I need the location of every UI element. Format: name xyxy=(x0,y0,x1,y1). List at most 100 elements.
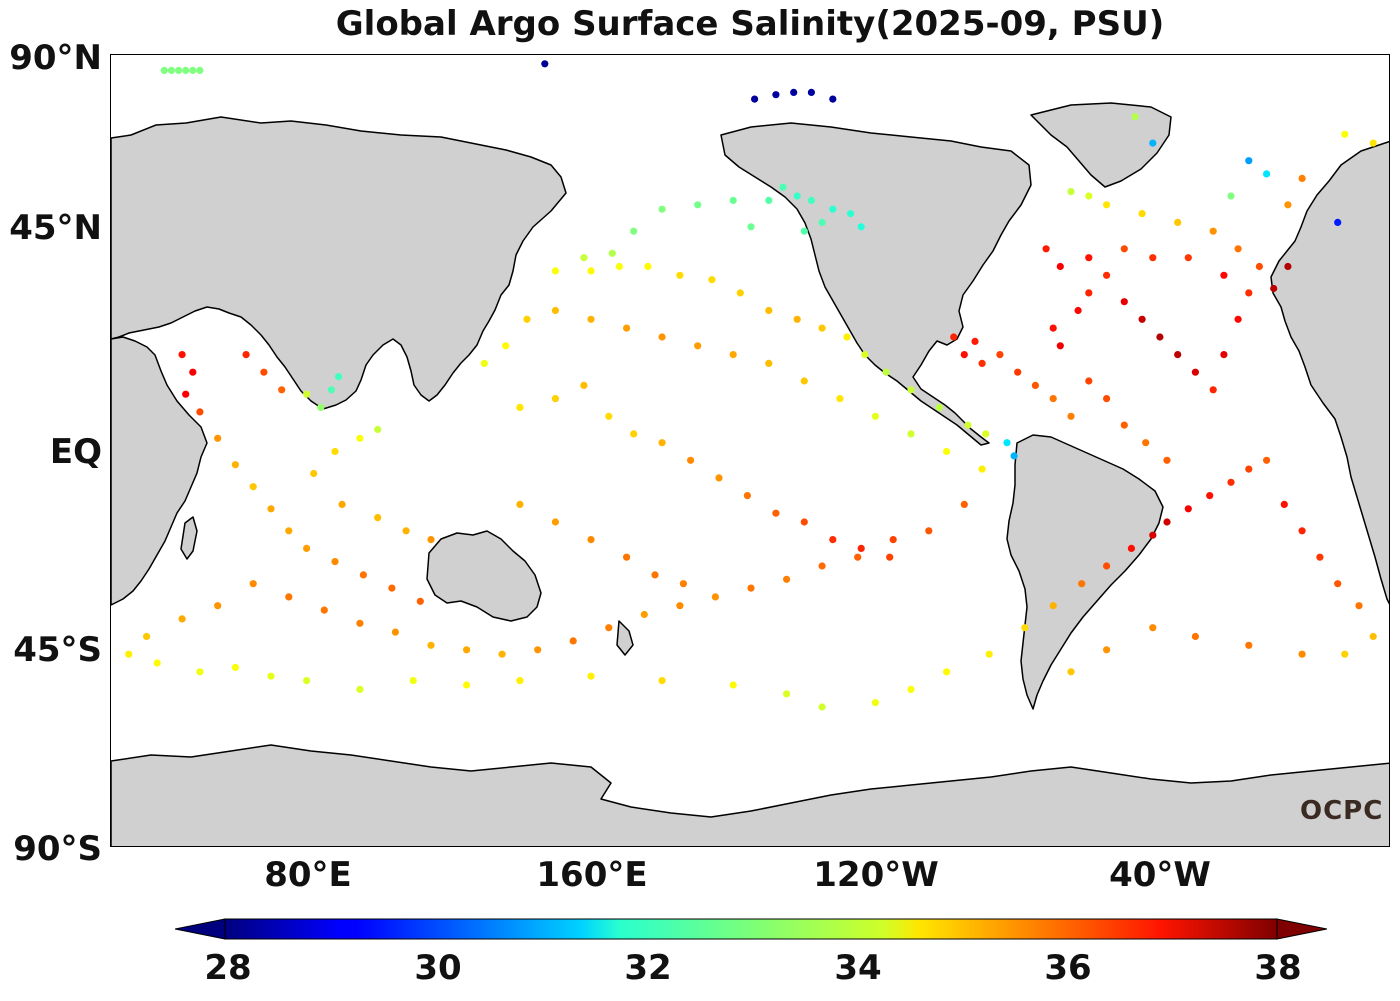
argo-point-60 xyxy=(498,650,506,658)
argo-point-55 xyxy=(676,602,684,610)
argo-point-171 xyxy=(694,342,702,350)
argo-point-200 xyxy=(1085,192,1093,200)
argo-point-1 xyxy=(167,66,175,74)
lon-label-160e: 160°E xyxy=(536,855,648,895)
argo-point-82 xyxy=(658,677,666,685)
lat-label-45s: 45°S xyxy=(13,630,102,670)
lat-label-45n: 45°N xyxy=(9,208,102,248)
argo-point-129 xyxy=(338,500,346,508)
argo-point-123 xyxy=(285,527,293,535)
argo-point-110 xyxy=(1245,641,1253,649)
argo-point-41 xyxy=(907,386,915,394)
argo-point-136 xyxy=(374,425,382,434)
argo-point-190 xyxy=(1209,386,1217,394)
argo-point-201 xyxy=(1067,188,1075,196)
argo-point-150 xyxy=(687,456,695,464)
argo-point-212 xyxy=(960,351,968,359)
argo-point-32 xyxy=(676,271,684,279)
lat-label-90n: 90°N xyxy=(9,38,102,78)
argo-point-198 xyxy=(1138,210,1146,218)
argo-point-36 xyxy=(793,315,801,323)
argo-point-166 xyxy=(523,315,531,323)
argo-point-115 xyxy=(178,351,186,359)
argo-point-214 xyxy=(978,359,986,367)
argo-point-95 xyxy=(1149,531,1157,539)
argo-point-38 xyxy=(843,333,851,341)
argo-point-16 xyxy=(729,196,737,204)
argo-point-68 xyxy=(214,602,222,610)
argo-point-26 xyxy=(608,249,616,257)
argo-point-105 xyxy=(1334,580,1342,588)
argo-point-176 xyxy=(871,412,880,420)
argo-point-128 xyxy=(416,597,424,605)
argo-point-165 xyxy=(502,342,510,350)
argo-point-94 xyxy=(1127,544,1135,552)
argo-point-120 xyxy=(231,461,239,469)
argo-point-83 xyxy=(729,681,737,689)
argo-point-193 xyxy=(1245,289,1253,297)
argo-points-layer xyxy=(125,60,1377,711)
argo-point-133 xyxy=(310,469,318,478)
argo-point-151 xyxy=(715,474,723,482)
argo-point-114 xyxy=(1067,668,1075,676)
argo-point-203 xyxy=(1056,262,1064,271)
argo-point-187 xyxy=(1156,333,1164,341)
colorbar-gradient xyxy=(224,918,1278,940)
argo-point-43 xyxy=(964,421,972,429)
argo-point-219 xyxy=(1067,412,1075,420)
argo-point-73 xyxy=(196,668,204,676)
argo-point-61 xyxy=(463,646,471,654)
argo-point-159 xyxy=(551,518,559,526)
argo-point-206 xyxy=(1149,254,1157,262)
argo-point-121 xyxy=(249,483,257,491)
argo-point-65 xyxy=(320,606,328,614)
argo-point-188 xyxy=(1174,351,1182,359)
argo-point-46 xyxy=(1010,452,1018,460)
argo-point-3 xyxy=(182,66,190,74)
lon-label-120w: 120°W xyxy=(813,855,939,895)
argo-point-130 xyxy=(374,514,382,522)
argo-point-100 xyxy=(1245,465,1253,473)
argo-point-217 xyxy=(1031,381,1039,389)
colorbar-tick-38: 38 xyxy=(1254,948,1302,988)
argo-point-153 xyxy=(772,509,780,517)
argo-point-13 xyxy=(793,192,801,200)
landmass-africa xyxy=(111,336,208,606)
argo-point-70 xyxy=(143,632,151,641)
argo-point-180 xyxy=(1049,324,1057,332)
argo-point-183 xyxy=(1085,289,1093,297)
argo-point-81 xyxy=(587,672,595,680)
argo-point-170 xyxy=(658,333,666,341)
argo-point-177 xyxy=(907,430,915,438)
argo-point-34 xyxy=(736,289,744,297)
argo-point-208 xyxy=(1220,271,1228,279)
argo-point-35 xyxy=(765,306,773,315)
argo-point-229 xyxy=(1298,174,1306,182)
argo-point-56 xyxy=(640,610,648,619)
argo-point-225 xyxy=(1227,192,1235,200)
argo-point-141 xyxy=(278,386,286,394)
argo-point-15 xyxy=(765,196,773,204)
argo-point-184 xyxy=(1103,271,1111,279)
argo-point-10 xyxy=(807,88,816,96)
argo-point-59 xyxy=(534,646,542,654)
argo-point-66 xyxy=(285,593,293,601)
landmass-eurasia xyxy=(111,116,567,410)
argo-point-223 xyxy=(1142,439,1150,447)
landmass-south-america xyxy=(1006,434,1164,710)
argo-point-186 xyxy=(1138,315,1146,323)
argo-point-234 xyxy=(1131,113,1139,121)
argo-point-37 xyxy=(818,324,826,332)
argo-point-33 xyxy=(708,276,716,284)
map-title: Global Argo Surface Salinity(2025-09, PS… xyxy=(335,4,1165,44)
colorbar-tick-28: 28 xyxy=(204,948,252,988)
argo-point-99 xyxy=(1227,478,1235,486)
argo-point-21 xyxy=(847,210,855,218)
argo-point-145 xyxy=(551,395,559,403)
argo-point-77 xyxy=(356,685,364,694)
argo-point-2 xyxy=(175,66,183,74)
argo-point-161 xyxy=(623,553,631,561)
argo-point-132 xyxy=(427,536,435,544)
argo-point-64 xyxy=(356,619,364,627)
argo-point-181 xyxy=(1056,342,1064,350)
